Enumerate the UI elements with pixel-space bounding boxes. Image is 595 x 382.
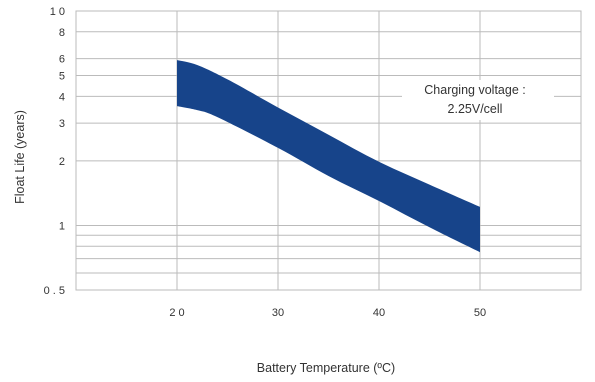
y-tick-label: 8 xyxy=(59,27,65,39)
y-tick-label: 1 xyxy=(59,220,65,232)
y-tick-label: 4 xyxy=(59,91,65,103)
x-tick-label: 40 xyxy=(373,307,385,319)
y-tick-label: 6 xyxy=(59,54,65,66)
x-tick-labels: 2 0 30 40 50 xyxy=(169,307,486,319)
y-tick-label: 1 0 xyxy=(50,6,65,18)
x-axis-title: Battery Temperature (ºC) xyxy=(257,361,395,375)
band-layer xyxy=(177,60,480,253)
x-tick-label: 30 xyxy=(272,307,284,319)
y-tick-label: 0 . 5 xyxy=(44,285,65,297)
x-tick-label: 50 xyxy=(474,307,486,319)
x-tick-label: 2 0 xyxy=(169,307,184,319)
annotation-backdrop xyxy=(402,80,554,120)
grid-lines xyxy=(76,10,581,291)
y-tick-label: 5 xyxy=(59,71,65,83)
y-axis-title: Float Life (years) xyxy=(13,110,27,204)
float-life-band xyxy=(177,60,480,253)
y-tick-label: 3 xyxy=(59,118,65,130)
annotation-line-2: 2.25V/cell xyxy=(448,102,503,116)
annotation-line-1: Charging voltage : xyxy=(424,83,525,97)
y-tick-label: 2 xyxy=(59,156,65,168)
plot-frame xyxy=(75,10,582,291)
